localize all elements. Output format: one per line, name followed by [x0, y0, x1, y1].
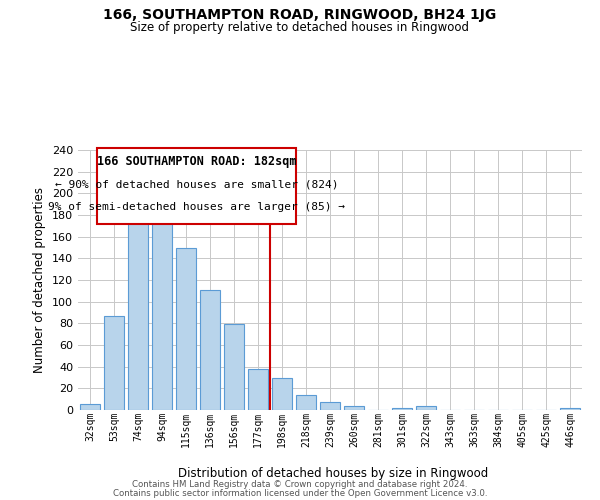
- Bar: [200, 290, 220, 410]
- Text: 166, SOUTHAMPTON ROAD, RINGWOOD, BH24 1JG: 166, SOUTHAMPTON ROAD, RINGWOOD, BH24 1J…: [103, 8, 497, 22]
- Bar: [320, 402, 340, 410]
- Text: Contains public sector information licensed under the Open Government Licence v3: Contains public sector information licen…: [113, 488, 487, 498]
- Bar: [248, 369, 268, 410]
- Text: Contains HM Land Registry data © Crown copyright and database right 2024.: Contains HM Land Registry data © Crown c…: [132, 480, 468, 489]
- Bar: [272, 378, 292, 410]
- Bar: [152, 208, 172, 410]
- Text: Distribution of detached houses by size in Ringwood: Distribution of detached houses by size …: [178, 467, 488, 480]
- Text: ← 90% of detached houses are smaller (824): ← 90% of detached houses are smaller (82…: [55, 179, 338, 189]
- Bar: [128, 196, 148, 410]
- Text: 166 SOUTHAMPTON ROAD: 182sqm: 166 SOUTHAMPTON ROAD: 182sqm: [97, 155, 296, 168]
- Y-axis label: Number of detached properties: Number of detached properties: [34, 187, 46, 373]
- Text: Size of property relative to detached houses in Ringwood: Size of property relative to detached ho…: [131, 21, 470, 34]
- Bar: [176, 248, 196, 410]
- Bar: [296, 395, 316, 410]
- Bar: [104, 316, 124, 410]
- Bar: [416, 406, 436, 410]
- Bar: [560, 408, 580, 410]
- Text: 9% of semi-detached houses are larger (85) →: 9% of semi-detached houses are larger (8…: [48, 202, 346, 212]
- Bar: [80, 404, 100, 410]
- Bar: [344, 406, 364, 410]
- Bar: [392, 408, 412, 410]
- Bar: [224, 324, 244, 410]
